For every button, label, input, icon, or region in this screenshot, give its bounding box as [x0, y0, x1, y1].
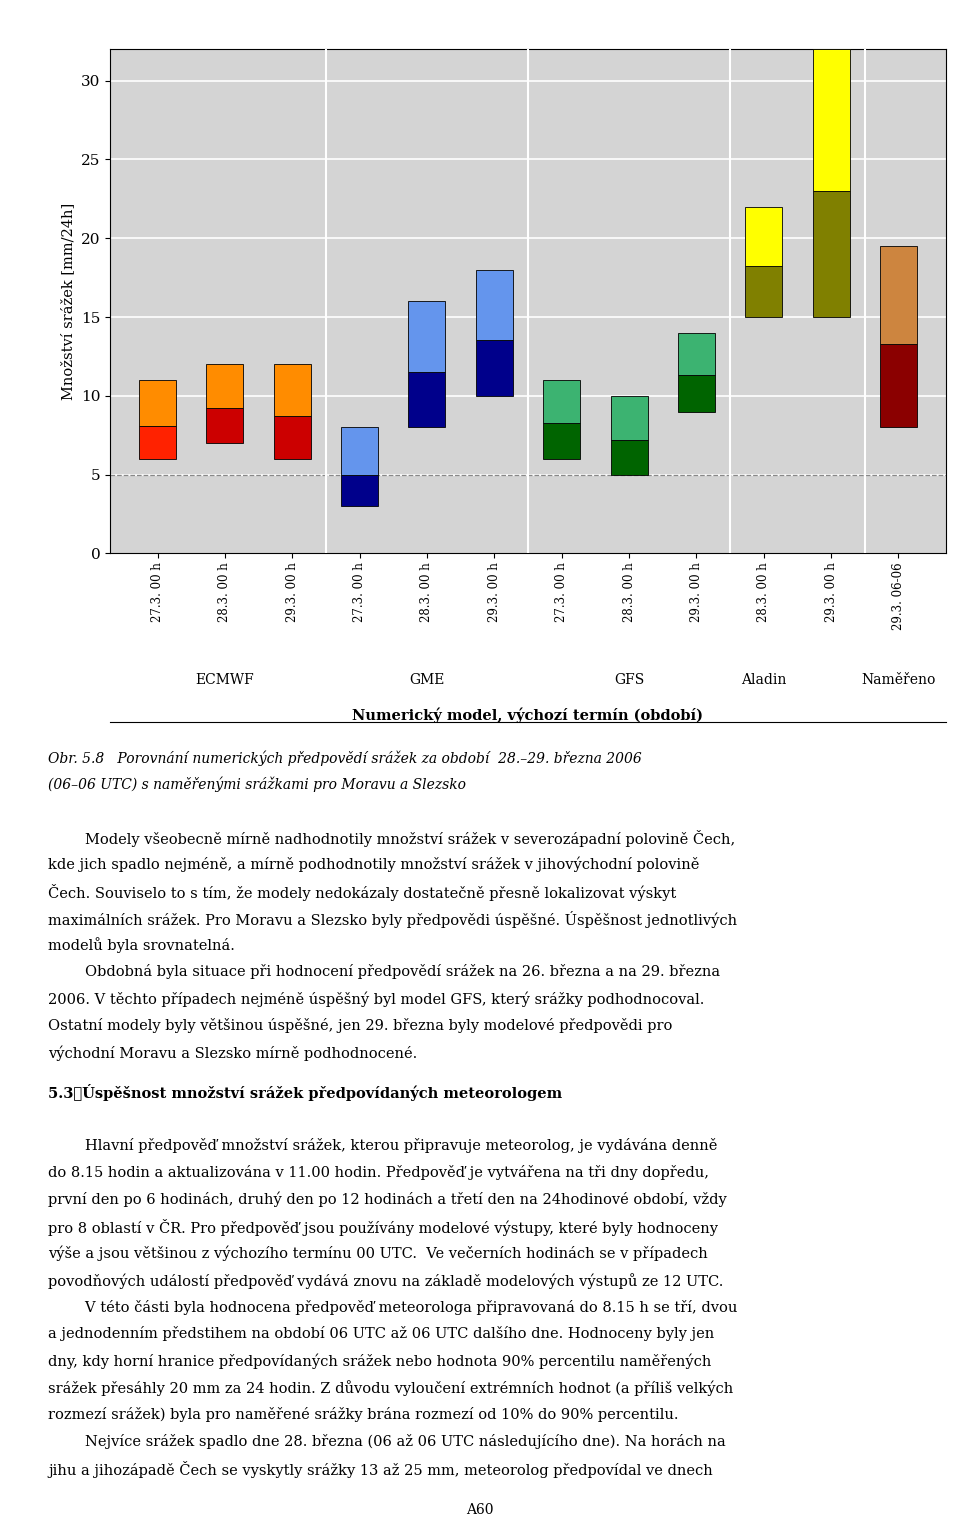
- Text: do 8.15 hodin a aktualizována v 11.00 hodin. Předpověď je vytvářena na tři dny d: do 8.15 hodin a aktualizována v 11.00 ho…: [48, 1165, 709, 1180]
- Bar: [745, 206, 782, 266]
- Bar: [543, 380, 580, 423]
- Text: A60: A60: [467, 1503, 493, 1517]
- Text: Modely všeobecně mírně nadhodnotily množství srážek v severozápadní polovině Čec: Modely všeobecně mírně nadhodnotily množ…: [48, 830, 735, 847]
- Text: Hlavní předpověď množství srážek, kterou připravuje meteorolog, je vydávána denn: Hlavní předpověď množství srážek, kterou…: [48, 1139, 717, 1153]
- Text: výše a jsou většinou z výchozího termínu 00 UTC.  Ve večerních hodinách se v pří: výše a jsou většinou z výchozího termínu…: [48, 1247, 708, 1262]
- Bar: [476, 340, 513, 395]
- Text: pro 8 oblastí v ČR. Pro předpověď jsou používány modelové výstupy, které byly ho: pro 8 oblastí v ČR. Pro předpověď jsou p…: [48, 1219, 718, 1236]
- Bar: [408, 372, 445, 427]
- Bar: [139, 380, 176, 426]
- Bar: [880, 344, 917, 427]
- Text: Aladin: Aladin: [741, 673, 786, 687]
- Bar: [206, 364, 244, 407]
- Text: jihu a jihozápadě Čech se vyskytly srážky 13 až 25 mm, meteorolog předpovídal ve: jihu a jihozápadě Čech se vyskytly srážk…: [48, 1462, 712, 1479]
- Text: Obr. 5.8   Porovnání numerických předpovědí srážek za období  28.–29. března 200: Obr. 5.8 Porovnání numerických předpověd…: [48, 750, 641, 765]
- Text: a jednodenním předstihem na období 06 UTC až 06 UTC dalšího dne. Hodnoceny byly : a jednodenním předstihem na období 06 UT…: [48, 1326, 714, 1342]
- Bar: [745, 266, 782, 317]
- Text: povodňových událostí předpověď vydává znovu na základě modelových výstupů ze 12 : povodňových událostí předpověď vydává zn…: [48, 1273, 724, 1288]
- Bar: [812, 49, 850, 191]
- Text: GFS: GFS: [613, 673, 644, 687]
- Bar: [476, 269, 513, 340]
- Text: Naměřeno: Naměřeno: [861, 673, 936, 687]
- Bar: [274, 417, 311, 458]
- Bar: [341, 427, 378, 475]
- Text: Čech. Souviselo to s tím, že modely nedokázaly dostatečně přesně lokalizovat výs: Čech. Souviselo to s tím, že modely nedo…: [48, 884, 676, 901]
- Bar: [678, 334, 715, 375]
- Text: rozmezí srážek) byla pro naměřené srážky brána rozmezí od 10% do 90% percentilu.: rozmezí srážek) byla pro naměřené srážky…: [48, 1408, 679, 1422]
- Bar: [611, 397, 648, 440]
- Text: dny, kdy horní hranice předpovídaných srážek nebo hodnota 90% percentilu naměřen: dny, kdy horní hranice předpovídaných sr…: [48, 1354, 711, 1369]
- Y-axis label: Množství srážek [mm/24h]: Množství srážek [mm/24h]: [61, 203, 76, 400]
- Text: první den po 6 hodinách, druhý den po 12 hodinách a třetí den na 24hodinové obdo: první den po 6 hodinách, druhý den po 12…: [48, 1193, 727, 1208]
- Text: V této části byla hodnocena předpověď meteorologa připravovaná do 8.15 h se tří,: V této části byla hodnocena předpověď me…: [48, 1300, 737, 1314]
- Text: 2006. V těchto případech nejméně úspěšný byl model GFS, který srážky podhodnocov: 2006. V těchto případech nejméně úspěšný…: [48, 991, 705, 1007]
- Text: východní Moravu a Slezsko mírně podhodnocené.: východní Moravu a Slezsko mírně podhodno…: [48, 1045, 418, 1061]
- Text: Numerický model, výchozí termín (období): Numerický model, výchozí termín (období): [352, 707, 704, 722]
- Text: (06–06 UTC) s naměřenými srážkami pro Moravu a Slezsko: (06–06 UTC) s naměřenými srážkami pro Mo…: [48, 776, 466, 792]
- Bar: [543, 423, 580, 458]
- Text: Nejvíce srážek spadlo dne 28. března (06 až 06 UTC následujícího dne). Na horách: Nejvíce srážek spadlo dne 28. března (06…: [48, 1434, 726, 1449]
- Text: srážek přesáhly 20 mm za 24 hodin. Z důvodu vyloučení extrémních hodnot (a příli: srážek přesáhly 20 mm za 24 hodin. Z dův…: [48, 1380, 733, 1396]
- Bar: [611, 440, 648, 475]
- Bar: [812, 191, 850, 317]
- Text: maximálních srážek. Pro Moravu a Slezsko byly předpovědi úspěšné. Úspěšnost jedn: maximálních srážek. Pro Moravu a Slezsko…: [48, 910, 737, 928]
- Text: 5.3	Úspěšnost množství srážek předpovídaných meteorologem: 5.3 Úspěšnost množství srážek předpovída…: [48, 1085, 563, 1102]
- Bar: [341, 475, 378, 506]
- Bar: [678, 375, 715, 412]
- Text: kde jich spadlo nejméně, a mírně podhodnotily množství srážek v jihovýchodní pol: kde jich spadlo nejméně, a mírně podhodn…: [48, 856, 700, 873]
- Bar: [139, 426, 176, 458]
- Text: GME: GME: [409, 673, 444, 687]
- Bar: [274, 364, 311, 417]
- Bar: [880, 246, 917, 344]
- Text: modelů byla srovnatelná.: modelů byla srovnatelná.: [48, 938, 235, 953]
- Bar: [206, 407, 244, 443]
- Text: Ostatní modely byly většinou úspěšné, jen 29. března byly modelové předpovědi pr: Ostatní modely byly většinou úspěšné, je…: [48, 1019, 672, 1033]
- Text: ECMWF: ECMWF: [196, 673, 254, 687]
- Bar: [408, 301, 445, 372]
- Text: Obdobná byla situace při hodnocení předpovědí srážek na 26. března a na 29. břez: Obdobná byla situace při hodnocení předp…: [48, 965, 720, 979]
